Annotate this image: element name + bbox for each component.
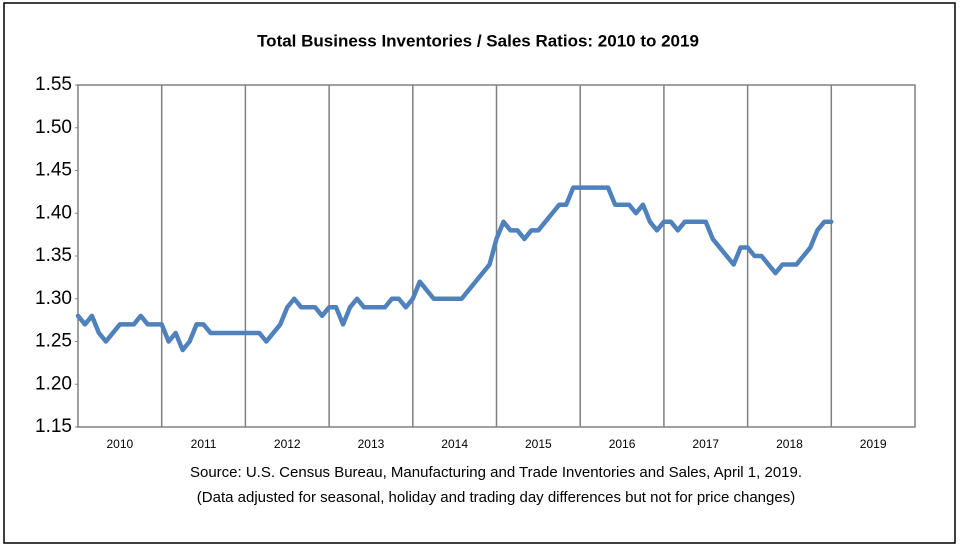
- frame: [3, 2, 956, 544]
- y-tick-label: 1.45: [35, 160, 72, 181]
- x-tick-label: 2018: [776, 437, 803, 451]
- y-tick-label: 1.30: [35, 288, 72, 309]
- x-tick-label: 2012: [274, 437, 301, 451]
- x-tick-label: 2014: [441, 437, 468, 451]
- adjustment-note: (Data adjusted for seasonal, holiday and…: [197, 489, 795, 506]
- y-tick-label: 1.25: [35, 331, 72, 352]
- y-tick-label: 1.55: [35, 74, 72, 95]
- data-line: [75, 185, 834, 353]
- y-tick-label: 1.35: [35, 245, 72, 266]
- y-tick-label: 1.20: [35, 373, 72, 394]
- x-tick-label: 2015: [525, 437, 552, 451]
- y-tick-label: 1.15: [35, 416, 72, 437]
- x-tick-label: 2010: [106, 437, 133, 451]
- x-tick-label: 2019: [860, 437, 887, 451]
- x-tick-label: 2016: [609, 437, 636, 451]
- source-note: Source: U.S. Census Bureau, Manufacturin…: [190, 464, 802, 481]
- y-tick-label: 1.50: [35, 117, 72, 138]
- x-tick-label: 2011: [191, 437, 217, 451]
- x-tick-label: 2013: [358, 437, 385, 451]
- chart-title: Total Business Inventories / Sales Ratio…: [257, 31, 699, 50]
- x-tick-label: 2017: [692, 437, 719, 451]
- y-tick-label: 1.40: [35, 202, 72, 223]
